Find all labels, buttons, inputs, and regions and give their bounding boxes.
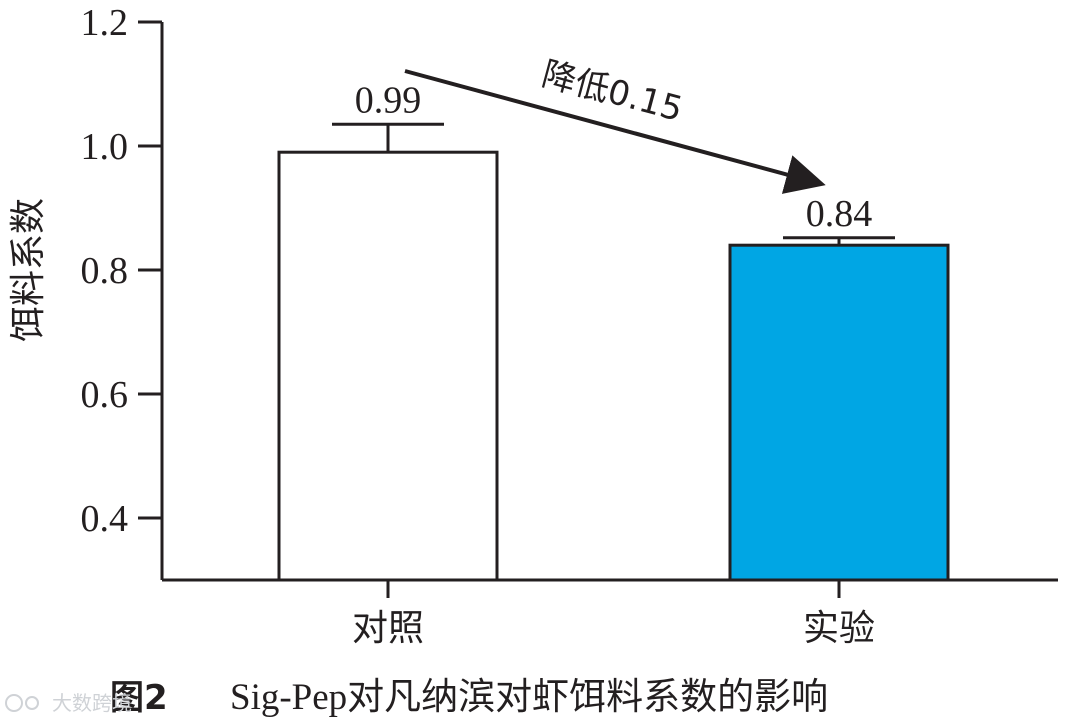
watermark-logo-icon bbox=[5, 694, 23, 712]
y-axis-label: 饵料系数 bbox=[8, 198, 49, 342]
bar-2 bbox=[728, 243, 950, 582]
labels: 0.99 对照 0.84 实验 bbox=[352, 79, 875, 649]
data-label: 0.84 bbox=[806, 193, 873, 235]
y-tick-label: 0.4 bbox=[81, 498, 129, 540]
bar-1 bbox=[277, 150, 499, 582]
figure-caption: Sig-Pep对凡纳滨对虾饵料系数的影响 bbox=[230, 676, 828, 718]
annotation-text: 降低0.15 bbox=[538, 54, 687, 130]
y-tick-label: 1.2 bbox=[81, 2, 129, 44]
figure-label: 图2 bbox=[110, 678, 168, 718]
data-label: 0.99 bbox=[355, 79, 422, 121]
x-tick-label: 对照 bbox=[352, 608, 424, 649]
y-tick-label: 0.6 bbox=[81, 374, 129, 416]
watermark-text: 大数跨境 bbox=[52, 691, 132, 715]
bars bbox=[277, 122, 950, 582]
annotation-arrow bbox=[404, 69, 826, 194]
watermark: 大数跨境 bbox=[5, 691, 132, 715]
x-tick-label: 实验 bbox=[803, 608, 875, 649]
y-tick-label: 0.8 bbox=[81, 250, 129, 292]
y-tick-label: 1.0 bbox=[81, 126, 129, 168]
